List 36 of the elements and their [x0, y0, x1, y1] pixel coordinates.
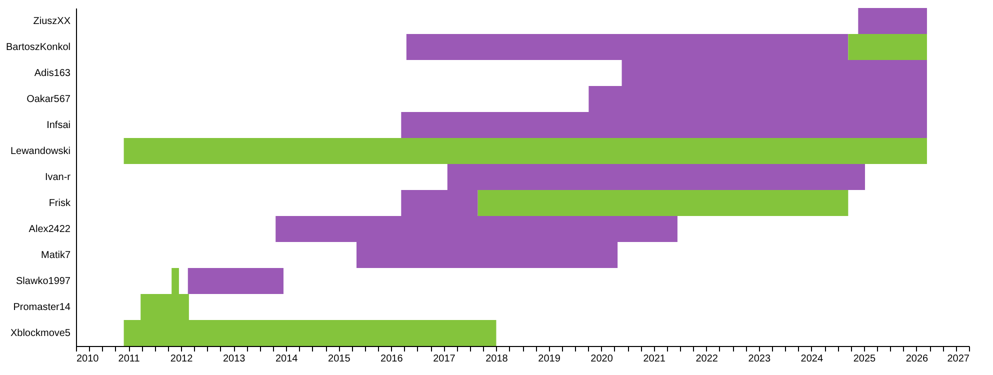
y-tick-label: Promaster14 — [13, 302, 71, 313]
x-tick-label: 2010 — [76, 354, 100, 364]
x-tick-label: 2020 — [590, 354, 614, 364]
y-tick-label: Infsai — [46, 120, 70, 131]
x-tick-label: 2012 — [170, 354, 194, 364]
x-tick-label: 2026 — [906, 354, 929, 364]
y-tick-label: Adis163 — [34, 68, 71, 79]
y-tick-label: Lewandowski — [10, 146, 70, 157]
bar — [858, 8, 927, 34]
x-tick-label: 2022 — [696, 354, 718, 364]
x-tick-label: 2018 — [486, 354, 508, 364]
x-tick-label: 2014 — [275, 354, 298, 364]
y-tick-label: Ivan-r — [44, 172, 72, 183]
x-tick-label: 2017 — [433, 354, 456, 364]
x-tick-label: 2015 — [328, 354, 351, 364]
x-tick-label: 2019 — [538, 354, 561, 364]
y-tick-label: Slawko1997 — [16, 276, 71, 287]
y-tick-label: Xblockmove5 — [10, 328, 71, 339]
x-tick-label: 2024 — [800, 354, 824, 364]
y-tick-label: Frisk — [48, 198, 72, 209]
x-tick-label: 2027 — [947, 354, 970, 364]
x-tick-label: 2013 — [222, 354, 246, 364]
x-tick-label: 2016 — [380, 354, 404, 364]
bar — [124, 138, 927, 164]
x-tick-label: 2011 — [118, 354, 140, 364]
y-tick-label: BartoszKonkol — [6, 42, 70, 53]
x-tick-label: 2023 — [748, 354, 771, 364]
x-tick-label: 2025 — [853, 354, 876, 364]
y-tick-label: Oakar567 — [26, 94, 71, 105]
bar — [478, 190, 848, 216]
y-tick-label: Matik7 — [41, 250, 71, 261]
y-tick-label: Alex2422 — [28, 224, 71, 235]
x-tick-label: 2021 — [643, 354, 666, 364]
y-tick-label: ZiuszXX — [33, 16, 71, 27]
bar — [848, 34, 927, 60]
bar — [188, 268, 284, 294]
